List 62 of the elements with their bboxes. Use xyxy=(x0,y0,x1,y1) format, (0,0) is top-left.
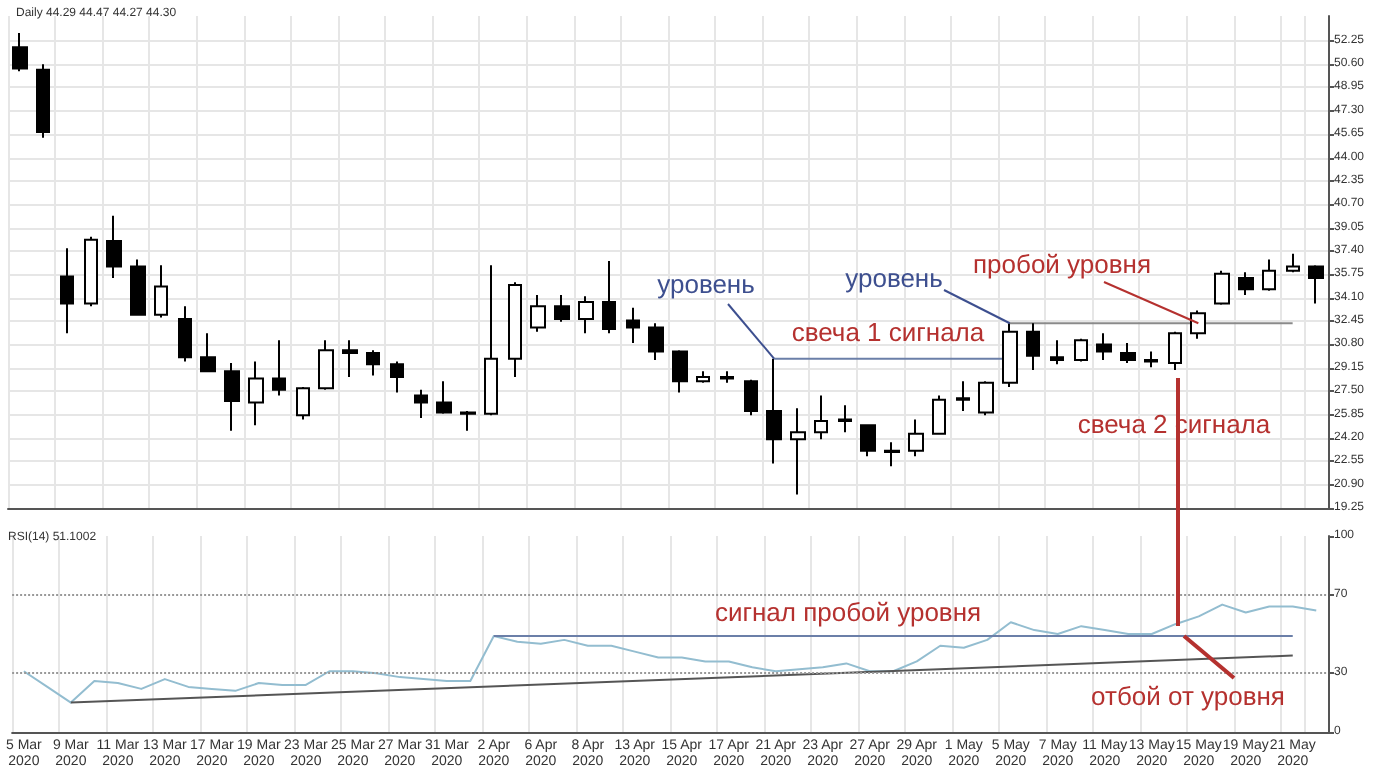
candlestick xyxy=(1238,271,1254,296)
annotation: сигнал пробой уровня xyxy=(714,597,982,627)
candlestick xyxy=(672,349,688,394)
candlestick xyxy=(908,418,924,458)
candlestick xyxy=(84,235,98,308)
candlestick xyxy=(508,281,522,379)
candlestick xyxy=(932,394,946,435)
candlestick xyxy=(814,394,828,441)
candlestick xyxy=(744,378,758,417)
candlestick xyxy=(1050,339,1064,366)
candlestick xyxy=(248,360,264,427)
candlestick xyxy=(978,380,994,417)
candlestick xyxy=(60,247,74,335)
candlestick xyxy=(1026,322,1040,371)
candlestick xyxy=(602,259,616,335)
candlestick xyxy=(1262,258,1276,292)
candlestick xyxy=(766,357,782,465)
candlestick xyxy=(1214,269,1230,306)
candlestick xyxy=(790,407,806,496)
candlestick xyxy=(1120,342,1136,364)
candlestick xyxy=(626,306,640,345)
candlestick xyxy=(1002,322,1018,388)
candlestick xyxy=(414,388,428,420)
candlestick xyxy=(884,441,900,468)
candlestick xyxy=(106,214,122,279)
candlestick xyxy=(318,339,334,391)
candlestick xyxy=(1308,264,1324,305)
candlestick xyxy=(272,339,286,397)
candlestick xyxy=(1286,252,1300,274)
candlestick xyxy=(436,380,452,415)
candlestick xyxy=(956,380,970,413)
candlestick xyxy=(648,322,664,362)
candlestick xyxy=(1168,330,1182,371)
annotation: свеча 1 сигнала xyxy=(791,317,986,347)
annotation: отбой от уровня xyxy=(1091,681,1285,711)
candlestick xyxy=(1144,350,1158,369)
candlestick xyxy=(460,410,476,432)
candlestick xyxy=(154,264,168,319)
candlestick xyxy=(554,293,570,323)
candlestick xyxy=(1074,337,1088,363)
candlestick xyxy=(178,305,192,363)
candlestick xyxy=(12,31,28,73)
candlestick xyxy=(696,370,710,384)
candlestick xyxy=(860,424,876,458)
candlestick xyxy=(530,293,546,333)
candlestick xyxy=(838,404,852,434)
candlestick xyxy=(1096,332,1112,362)
annotation: уровень xyxy=(657,269,756,299)
candlestick xyxy=(720,370,734,384)
candlestick xyxy=(342,339,358,379)
annotation: уровень xyxy=(845,263,944,293)
candlestick xyxy=(484,264,498,417)
candlestick xyxy=(296,385,310,421)
candlestick xyxy=(390,360,404,394)
candlestick xyxy=(36,63,50,139)
candlestick xyxy=(200,332,216,373)
candlestick xyxy=(130,258,146,316)
candlestick xyxy=(578,295,594,335)
annotation: пробой уровня xyxy=(973,249,1151,279)
candlestick xyxy=(224,361,240,432)
candlestick xyxy=(1190,309,1206,340)
candlestick xyxy=(366,349,380,377)
